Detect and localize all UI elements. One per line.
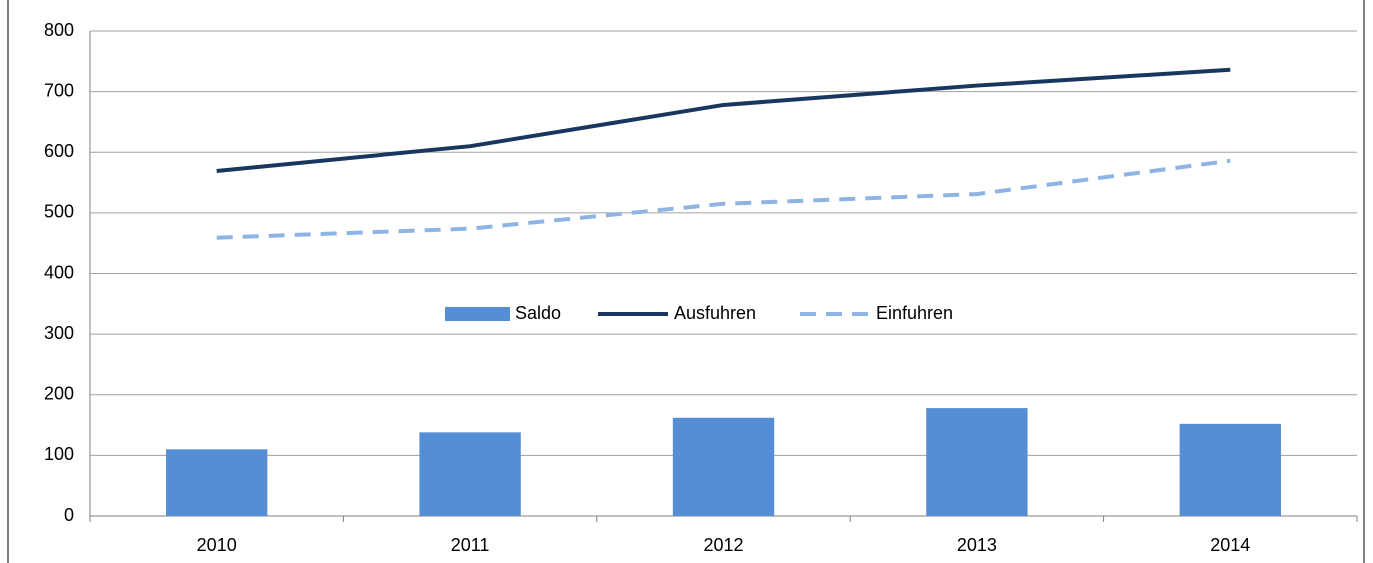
y-tick-label: 200 bbox=[44, 384, 74, 404]
y-tick-label: 100 bbox=[44, 444, 74, 464]
y-tick-label: 300 bbox=[44, 323, 74, 343]
line bbox=[216, 158, 1231, 240]
x-tick-label: 2012 bbox=[703, 535, 743, 555]
x-tick-label: 2010 bbox=[197, 535, 237, 555]
x-tick-label: 2011 bbox=[451, 535, 490, 555]
bar bbox=[1179, 423, 1281, 516]
legend-swatch bbox=[445, 307, 510, 321]
bar bbox=[419, 432, 521, 516]
y-tick-label: 500 bbox=[44, 202, 74, 222]
legend-label: Einfuhren bbox=[876, 303, 953, 323]
bar bbox=[672, 417, 775, 516]
y-tick-label: 700 bbox=[44, 80, 74, 100]
y-tick-label: 0 bbox=[64, 505, 74, 525]
y-tick-label: 800 bbox=[44, 20, 74, 40]
line bbox=[216, 67, 1231, 174]
chart-border bbox=[7, 0, 1365, 563]
x-tick-label: 2014 bbox=[1210, 535, 1250, 555]
y-tick-label: 600 bbox=[44, 141, 74, 161]
legend-label: Ausfuhren bbox=[674, 303, 756, 323]
y-tick-label: 400 bbox=[44, 262, 74, 282]
bar bbox=[166, 449, 268, 516]
x-tick-label: 2013 bbox=[957, 535, 997, 555]
legend-label: Saldo bbox=[515, 303, 561, 323]
bar bbox=[926, 408, 1028, 516]
